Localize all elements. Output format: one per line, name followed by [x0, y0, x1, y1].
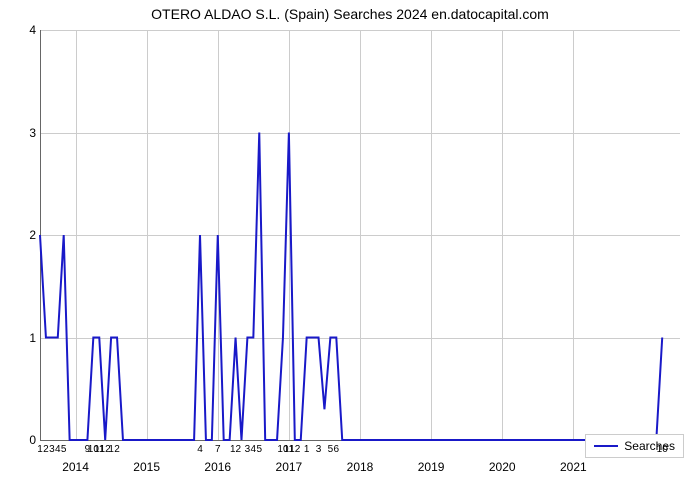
x-tick-label: 4	[55, 444, 61, 455]
plot-area	[40, 30, 680, 440]
x-tick-label: 1	[304, 444, 310, 455]
x-tick-label: 2	[43, 444, 49, 455]
x-tick-label: 3	[245, 444, 251, 455]
x-year-label: 2016	[204, 460, 231, 474]
y-tick-label: 2	[22, 228, 36, 242]
x-tick-label: 5	[256, 444, 262, 455]
chart-container: OTERO ALDAO S.L. (Spain) Searches 2024 e…	[0, 0, 700, 500]
x-tick-label: 3	[49, 444, 55, 455]
x-year-label: 2017	[276, 460, 303, 474]
x-tick-label: 4	[251, 444, 257, 455]
x-year-label: 2019	[418, 460, 445, 474]
x-tick-label: 12	[230, 444, 241, 455]
x-year-label: 2020	[489, 460, 516, 474]
x-tick-label: 7	[215, 444, 221, 455]
x-tick-label: 5	[61, 444, 67, 455]
y-tick-label: 4	[22, 23, 36, 37]
x-year-label: 2015	[133, 460, 160, 474]
x-year-label: 2021	[560, 460, 587, 474]
y-tick-label: 3	[22, 126, 36, 140]
chart-title: OTERO ALDAO S.L. (Spain) Searches 2024 e…	[0, 6, 700, 22]
x-tick-label: 12	[289, 444, 300, 455]
x-tick-label: 10	[657, 444, 668, 455]
x-tick-label: 4	[197, 444, 203, 455]
legend-line-icon	[594, 445, 618, 447]
x-tick-label: 3	[316, 444, 322, 455]
x-year-label: 2014	[62, 460, 89, 474]
y-tick-label: 0	[22, 433, 36, 447]
x-tick-label: 1	[108, 444, 114, 455]
x-tick-label: 6	[334, 444, 340, 455]
x-year-label: 2018	[347, 460, 374, 474]
x-tick-label: 1	[37, 444, 43, 455]
series-line	[40, 30, 680, 440]
x-tick-label: 5	[328, 444, 334, 455]
x-tick-label: 2	[114, 444, 120, 455]
legend: Searches	[585, 434, 684, 458]
y-tick-label: 1	[22, 331, 36, 345]
